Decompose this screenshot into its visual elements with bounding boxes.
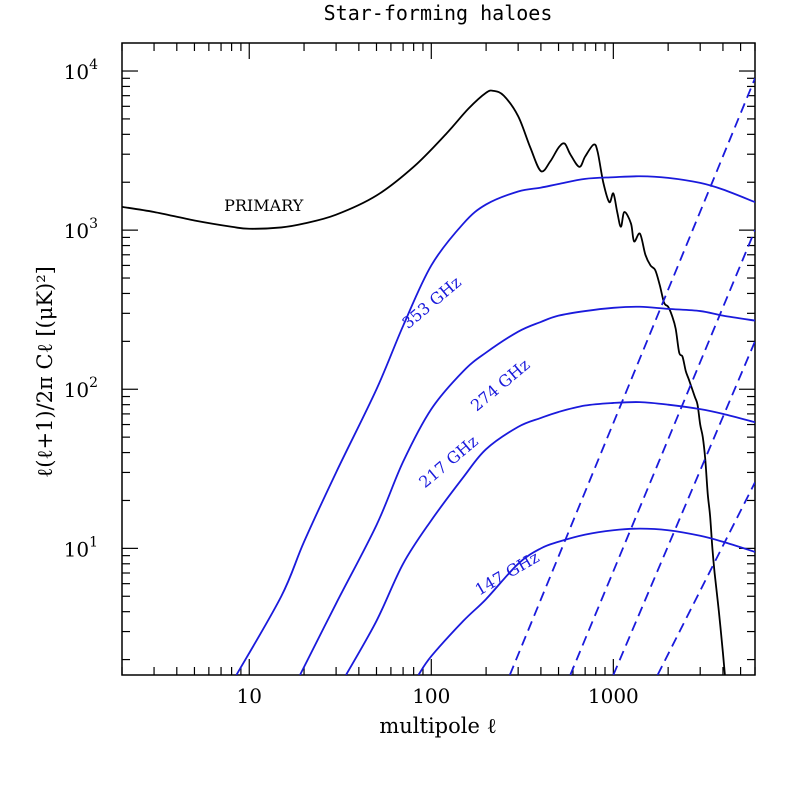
x-tick-label: 10: [237, 684, 262, 708]
y-tick-label: 102: [64, 375, 98, 402]
x-axis-ticks: 10 100 1000: [121, 43, 756, 708]
series-line: [122, 89, 726, 675]
series-line: [299, 305, 755, 675]
series-layer: [122, 77, 755, 675]
x-tick-label: 1000: [588, 684, 639, 708]
series-line: [417, 527, 755, 675]
y-axis-label: ℓ(ℓ+1)/2π Cℓ [(μK)²]: [33, 266, 57, 478]
y-tick-label: 104: [64, 57, 98, 84]
series-line: [235, 175, 755, 675]
chart-title: Star-forming haloes: [324, 1, 553, 25]
series-line: [508, 77, 755, 675]
series-label: 353 GHz: [398, 273, 464, 333]
series-line: [569, 229, 755, 675]
y-axis-ticks: 101 102 103 104: [64, 57, 755, 661]
series-label: PRIMARY: [224, 196, 304, 215]
plot-area: [121, 42, 756, 676]
y-tick-label: 103: [64, 216, 98, 243]
x-axis-label: multipole ℓ: [379, 714, 496, 738]
series-label: 217 GHz: [415, 432, 481, 492]
series-line: [345, 401, 755, 675]
series-label: 274 GHz: [467, 355, 533, 415]
y-tick-label: 101: [64, 534, 98, 561]
series-line: [612, 340, 755, 675]
series-label: 147 GHz: [472, 547, 543, 599]
x-tick-label: 100: [412, 684, 450, 708]
series-line: [656, 481, 755, 675]
plot-frame: [121, 42, 756, 676]
